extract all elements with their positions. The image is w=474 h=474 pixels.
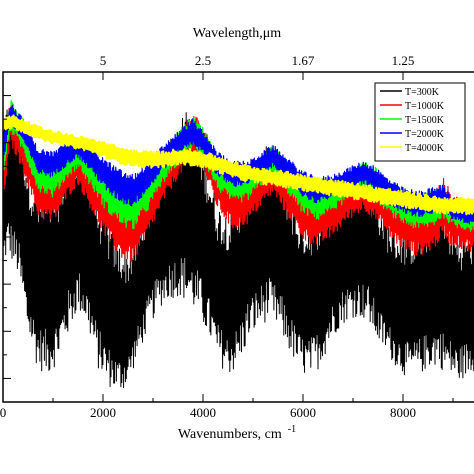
bottom-tick-label: 6000 bbox=[290, 405, 316, 420]
bottom-axis-title: Wavenumbers, cm -1 bbox=[178, 424, 296, 442]
bottom-axis-label: Wavenumbers, cm bbox=[178, 427, 282, 442]
legend-box bbox=[374, 82, 466, 162]
bottom-tick-label: 4000 bbox=[190, 405, 216, 420]
legend-label: T=1500K bbox=[405, 115, 445, 126]
top-axis-ticks: 5 2.5 1.67 1.25 bbox=[100, 53, 415, 80]
legend-label: T=2000K bbox=[405, 129, 445, 140]
bottom-tick-label: 2000 bbox=[90, 405, 116, 420]
legend-label: T=300K bbox=[405, 87, 440, 98]
series-line-t-4000k bbox=[3, 114, 474, 216]
top-axis-title: Wavelength,μm bbox=[193, 26, 282, 41]
legend-label: T=1000K bbox=[405, 101, 445, 112]
legend-label: T=4000K bbox=[405, 143, 445, 154]
legend: T=300K T=1000K T=1500K T=2000K T=4000K bbox=[374, 82, 466, 162]
bottom-axis-ticks: 0200040006000800010000 bbox=[0, 394, 454, 420]
top-tick-label: 5 bbox=[100, 53, 107, 68]
left-axis-ticks bbox=[3, 95, 11, 379]
top-tick-label: 2.5 bbox=[195, 53, 211, 68]
bottom-axis-superscript: -1 bbox=[288, 424, 296, 435]
series-layer bbox=[3, 100, 474, 389]
bottom-tick-label: 8000 bbox=[390, 405, 416, 420]
series-line-t-300k bbox=[3, 105, 474, 389]
top-tick-label: 1.67 bbox=[292, 53, 315, 68]
top-tick-label: 1.25 bbox=[392, 53, 415, 68]
bottom-tick-label: 0 bbox=[0, 405, 6, 420]
